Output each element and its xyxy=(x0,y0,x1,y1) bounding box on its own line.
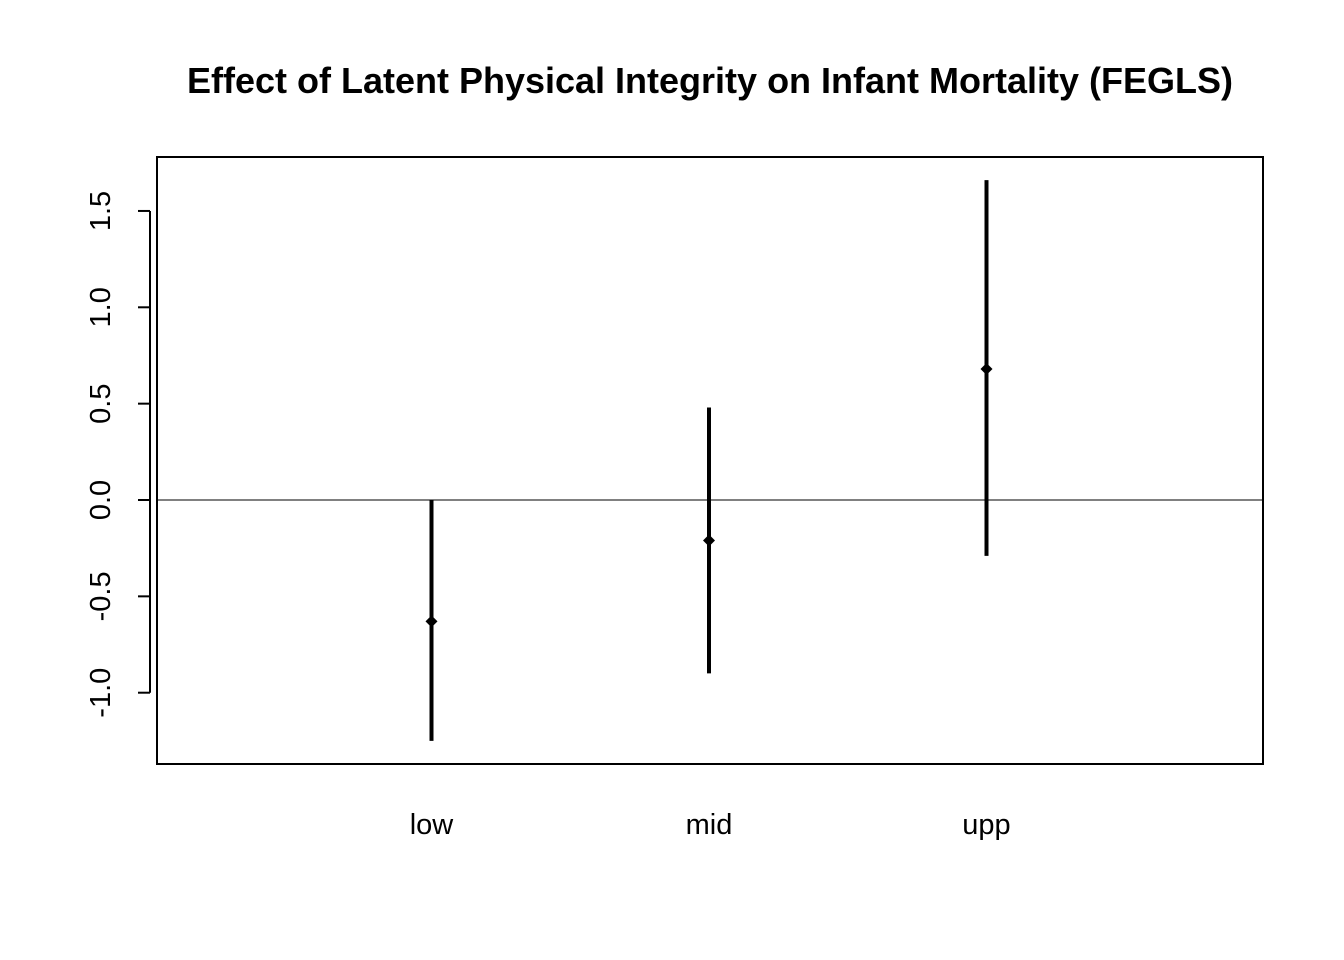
error-bars xyxy=(425,180,993,741)
y-tick-label: 0.0 xyxy=(85,480,117,520)
point-estimate-mid xyxy=(703,534,715,547)
y-tick-label: -0.5 xyxy=(85,571,117,621)
y-tick-label: -1.0 xyxy=(85,668,117,718)
y-tick-label: 1.0 xyxy=(85,287,117,327)
y-axis: -1.0 -0.5 0.0 0.5 1.0 1.5 xyxy=(85,191,151,718)
point-estimate-upp xyxy=(980,362,993,375)
x-category-label: mid xyxy=(686,809,733,841)
plot-frame xyxy=(156,156,1264,765)
x-category-label: low xyxy=(410,809,455,841)
chart-title: Effect of Latent Physical Integrity on I… xyxy=(187,60,1233,101)
point-estimate-low xyxy=(425,615,438,628)
y-tick-label: 1.5 xyxy=(85,191,117,231)
x-axis-labels: low mid upp xyxy=(410,809,1011,841)
x-category-label: upp xyxy=(962,809,1010,841)
y-tick-label: 0.5 xyxy=(85,383,117,423)
